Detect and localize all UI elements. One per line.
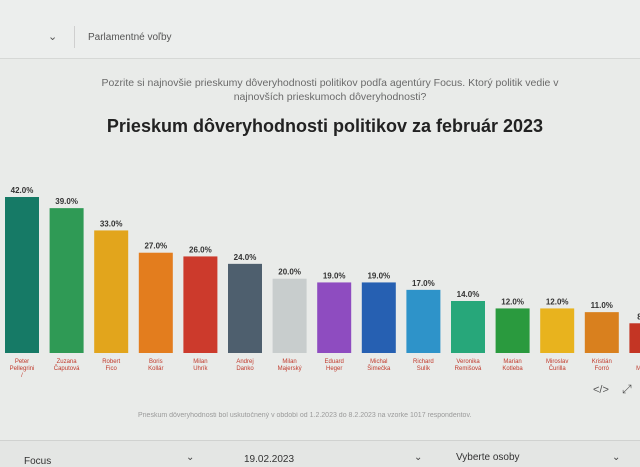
value-label-5: 24.0%	[234, 253, 257, 262]
value-label-9: 17.0%	[412, 279, 435, 288]
bar-14[interactable]	[629, 323, 640, 353]
bar-2[interactable]	[94, 230, 129, 353]
category-label-5: Andrej Danko	[236, 359, 254, 372]
bar-10[interactable]	[451, 301, 485, 353]
category-label-10: Veronika Remišová	[455, 359, 482, 372]
bar-3[interactable]	[138, 252, 173, 353]
value-label-10: 14.0%	[457, 290, 480, 299]
bar-13[interactable]	[584, 312, 619, 353]
bar-1[interactable]	[49, 208, 84, 353]
category-label-0: Peter Pellegrini /	[10, 359, 35, 379]
value-label-3: 27.0%	[144, 242, 167, 251]
category-label-1: Zuzana Čaputová	[54, 359, 80, 372]
date-select[interactable]: 19.02.2023	[244, 454, 295, 465]
embed-code-icon[interactable]: </>	[593, 384, 609, 396]
value-label-4: 26.0%	[189, 245, 212, 254]
value-label-14: 8.0%	[637, 312, 640, 321]
value-label-1: 39.0%	[55, 197, 78, 206]
top-bar: ⌄ Parlamentné voľby	[0, 0, 640, 59]
category-label-6: Milan Majerský	[278, 359, 302, 372]
category-label-9: Richard Sulík	[413, 359, 434, 372]
chart-title: Prieskum dôveryhodnosti politikov za feb…	[106, 116, 544, 136]
category-label-3: Boris Kollár	[148, 359, 163, 372]
category-label-8: Michal Šimečka	[367, 359, 391, 372]
bar-11[interactable]	[495, 308, 530, 353]
bar-9[interactable]	[406, 289, 441, 353]
value-label-0: 42.0%	[11, 186, 34, 195]
person-select[interactable]: Vyberte osoby	[456, 452, 520, 463]
bar-8[interactable]	[361, 282, 396, 353]
filter-bar	[0, 440, 640, 467]
value-label-2: 33.0%	[100, 219, 123, 228]
source-select[interactable]: Focus	[24, 456, 52, 467]
bar-6[interactable]	[272, 278, 307, 353]
value-label-7: 19.0%	[323, 271, 346, 280]
value-label-11: 12.0%	[501, 297, 524, 306]
chevron-down-icon[interactable]: ⌄	[612, 452, 621, 463]
chevron-down-icon[interactable]: ⌄	[414, 452, 423, 463]
survey-footnote: Prieskum dôveryhodnosti bol uskutočnený …	[138, 412, 472, 419]
value-label-6: 20.0%	[278, 268, 301, 277]
chevron-down-icon[interactable]: ⌄	[48, 31, 58, 43]
bar-4[interactable]	[183, 256, 218, 353]
bar-12[interactable]	[540, 308, 575, 353]
value-label-13: 11.0%	[591, 301, 613, 310]
share-icon[interactable]: ⤢	[622, 382, 632, 396]
category-label-2: Robert Fico	[102, 359, 120, 372]
category-label-13: Kristián Forró	[592, 359, 612, 372]
category-label-7: Eduard Heger	[325, 359, 344, 372]
bar-7[interactable]	[317, 282, 352, 353]
divider	[74, 26, 75, 48]
chevron-down-icon[interactable]: ⌄	[186, 452, 195, 463]
intro-text: Pozrite si najnovšie prieskumy dôveryhod…	[101, 77, 559, 103]
bar-5[interactable]	[228, 263, 262, 353]
section-dropdown-label[interactable]: Parlamentné voľby	[88, 32, 172, 43]
category-label-11: Marian Kotleba	[502, 359, 523, 372]
category-label-12: Miroslav Čurilla	[546, 359, 568, 372]
category-label-4: Milan Uhrík	[193, 359, 208, 372]
value-label-12: 12.0%	[546, 297, 569, 306]
value-label-8: 19.0%	[367, 271, 390, 280]
category-label-14: IgorMatovič	[636, 359, 640, 372]
bar-0[interactable]	[5, 197, 39, 353]
